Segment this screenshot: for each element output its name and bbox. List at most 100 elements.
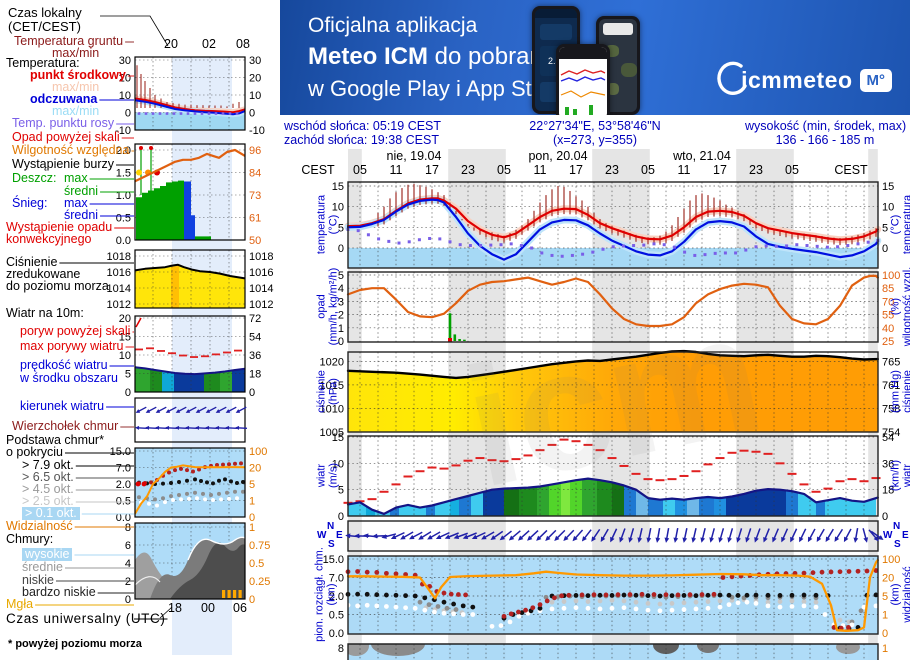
legend-label: zredukowane bbox=[6, 267, 81, 281]
mini-dew-dot bbox=[235, 112, 239, 115]
cloud-dot-white bbox=[441, 610, 447, 616]
axis-tick: 70 bbox=[882, 296, 894, 308]
dew-point-dot bbox=[530, 246, 534, 250]
wind-arrow bbox=[799, 528, 807, 540]
mini-cloud-dot-gray bbox=[225, 490, 229, 495]
dew-point-dot bbox=[479, 244, 483, 248]
logo-text: icmmeteo bbox=[741, 66, 853, 93]
wind-speed-segment bbox=[375, 510, 390, 516]
cloud-dot-lightgray bbox=[705, 599, 711, 604]
axis-tick: 0 bbox=[882, 243, 888, 255]
cloud-dot-darkred bbox=[711, 591, 717, 597]
dew-point-dot bbox=[509, 242, 513, 246]
mini-axis-tick: 96 bbox=[249, 145, 261, 157]
mini-wind-arrow-head bbox=[225, 409, 231, 413]
dew-point-dot bbox=[632, 244, 636, 248]
mini-dew-dot bbox=[193, 112, 197, 115]
mini-wind-arrow-head bbox=[185, 409, 191, 413]
mini-wind-arrow-head bbox=[175, 409, 181, 413]
cloud-dot-black bbox=[669, 593, 675, 599]
cloud-dot-black bbox=[470, 604, 476, 610]
mini-axis-tick: 1 bbox=[249, 496, 255, 508]
cloud-dot-darkred bbox=[627, 592, 633, 597]
wind-speed-segment bbox=[450, 498, 459, 516]
cloud-dot-black bbox=[364, 591, 370, 597]
legend-label: max bbox=[64, 196, 88, 210]
mini-axis-tick: 2.0 bbox=[116, 479, 131, 491]
wind-arrow-head bbox=[517, 535, 524, 541]
axis-tick: 0 bbox=[338, 243, 344, 255]
mini-axis-tick: 7.0 bbox=[116, 463, 131, 475]
banner-line3: w Google Play i App Store bbox=[308, 76, 564, 101]
app-promo-banner[interactable]: Oficjalna aplikacja Meteo ICM do pobrani… bbox=[280, 0, 910, 115]
wind-arrow-head bbox=[435, 534, 442, 540]
wind-arrow-head bbox=[409, 534, 415, 540]
coords: 22°27'34"E, 53°58'46"N bbox=[529, 119, 661, 133]
wind-arrow bbox=[772, 528, 780, 540]
wind-speed-segment bbox=[612, 482, 624, 516]
wind-arrow-head bbox=[427, 534, 433, 540]
dew-point-dot bbox=[683, 250, 687, 254]
axis-tick: 20 bbox=[882, 573, 894, 585]
cloud-dot-darkred bbox=[516, 609, 521, 615]
axis-tick: 0 bbox=[882, 511, 888, 523]
wind-arrow bbox=[528, 529, 539, 540]
axis-tick: 10 bbox=[882, 202, 894, 214]
cloud-dot-black bbox=[633, 592, 639, 598]
hour-label: 23 bbox=[749, 163, 763, 177]
mini-axis-tick: 8 bbox=[125, 522, 131, 534]
cloud-dot-white bbox=[717, 604, 723, 610]
legend-label: Wystąpienie opadu bbox=[6, 220, 113, 234]
axis-tick: 10 bbox=[332, 202, 344, 214]
dew-point-dot bbox=[866, 240, 870, 244]
mini-wind-arrow-head bbox=[165, 425, 170, 430]
mini-axis-tick: 1016 bbox=[249, 267, 273, 279]
cloud-dot-black bbox=[753, 592, 759, 598]
wind-arrow-head bbox=[709, 537, 715, 543]
dew-point-dot bbox=[774, 244, 778, 248]
dew-point-dot bbox=[560, 254, 564, 258]
cloud-dot-black bbox=[693, 593, 699, 599]
phone-mockup-meteogram bbox=[556, 44, 610, 115]
mini-cloud-dot-gray bbox=[161, 496, 165, 501]
legend-label: Wiatr na 10m: bbox=[6, 306, 84, 320]
convective-marker bbox=[448, 338, 452, 342]
mini-cloud-dot-gray bbox=[233, 489, 237, 494]
hour-label: 17 bbox=[425, 163, 439, 177]
dew-point-dot bbox=[601, 247, 605, 251]
cloud-dot-white bbox=[681, 607, 687, 612]
wind-speed-segment bbox=[663, 498, 675, 516]
dew-point-dot bbox=[825, 245, 829, 249]
dew-point-dot bbox=[734, 251, 738, 255]
cloud-dot-white bbox=[374, 603, 380, 609]
cloud-dot-lightgray bbox=[717, 598, 723, 604]
hour-label: 17 bbox=[569, 163, 583, 177]
mini-axis-tick: 15.0 bbox=[110, 446, 131, 458]
mini-dew-dot bbox=[221, 112, 225, 115]
cloud-dot-darkred bbox=[552, 595, 557, 601]
logo-badge: M° bbox=[859, 68, 892, 92]
cloud-dot-white bbox=[432, 609, 437, 615]
mini-axis-tick: 0.5 bbox=[249, 558, 264, 570]
mini-axis-tick: 1014 bbox=[249, 283, 273, 295]
dew-point-dot bbox=[611, 245, 615, 249]
icmmeteo-logo[interactable]: icmmeteo M° bbox=[715, 60, 892, 100]
wind-speed-segment bbox=[726, 489, 786, 516]
cloud-dot-white bbox=[693, 606, 699, 612]
wind-arrow-head bbox=[718, 537, 723, 543]
axis-tick: 15 bbox=[882, 181, 894, 193]
cloud-dot-white bbox=[753, 601, 759, 606]
mini-cloud-dot-black bbox=[217, 478, 221, 483]
wind-arrow bbox=[411, 531, 423, 539]
timezone-label: CEST bbox=[301, 163, 335, 177]
cloud-dot-darkred bbox=[448, 591, 454, 597]
compass-w: W bbox=[317, 530, 327, 541]
mini-fog-bar bbox=[227, 590, 231, 598]
mini-cloud-dot-white bbox=[163, 500, 167, 505]
wind-arrow-head bbox=[508, 535, 515, 541]
mini-wind-arrow-head bbox=[235, 425, 240, 430]
dew-point-dot bbox=[754, 245, 758, 249]
cloud-dot-black bbox=[657, 593, 663, 599]
panel-border bbox=[347, 181, 879, 269]
mini-axis-tick: 0 bbox=[249, 594, 255, 606]
